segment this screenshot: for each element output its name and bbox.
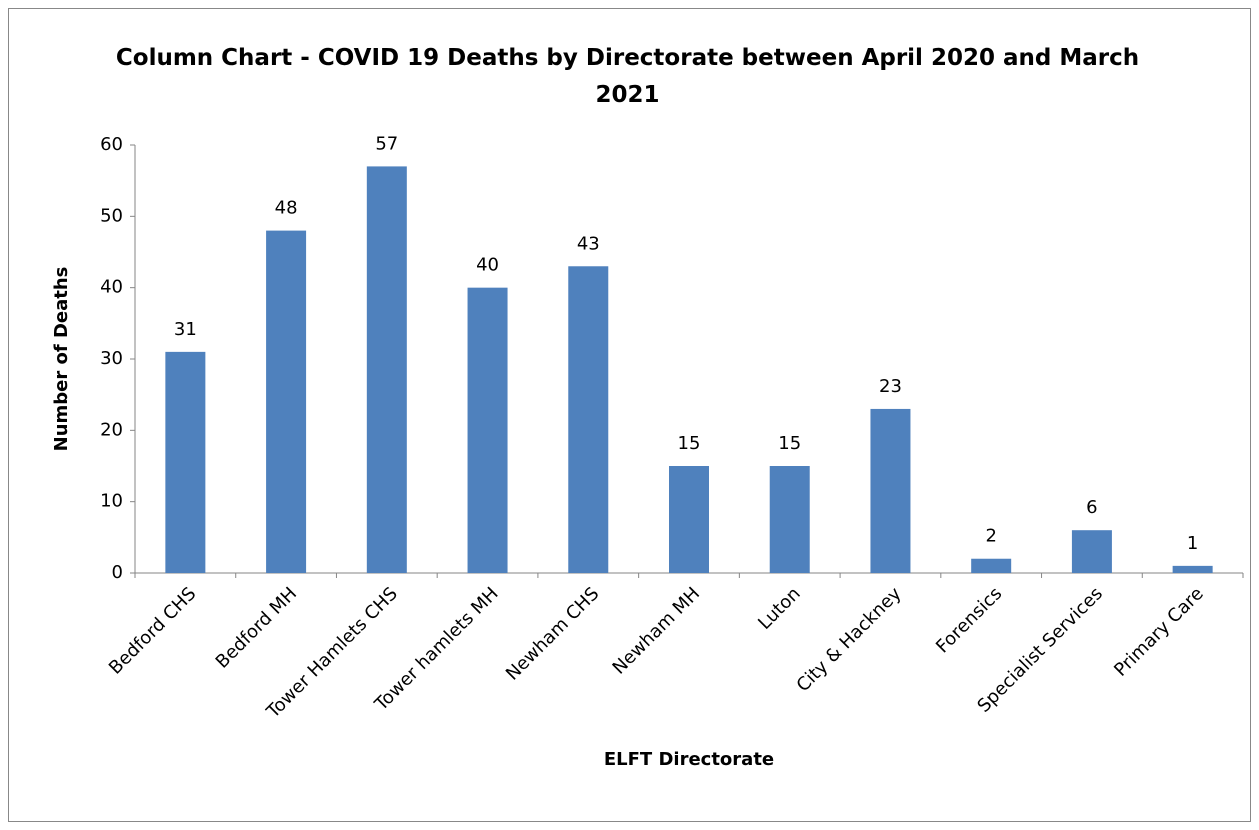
bar bbox=[769, 466, 810, 573]
bar bbox=[165, 351, 206, 573]
data-label: 31 bbox=[174, 319, 197, 340]
y-tick-label: 0 bbox=[112, 562, 123, 583]
y-tick-label: 60 bbox=[100, 134, 123, 155]
chart-title: Column Chart - COVID 19 Deaths by Direct… bbox=[115, 45, 1140, 108]
data-label: 57 bbox=[375, 133, 398, 154]
data-label: 48 bbox=[275, 198, 298, 219]
data-label: 15 bbox=[678, 433, 701, 454]
data-label: 40 bbox=[476, 255, 499, 276]
data-label: 2 bbox=[985, 526, 996, 547]
bar bbox=[669, 466, 709, 573]
y-tick-label: 20 bbox=[100, 419, 123, 440]
bar bbox=[266, 230, 307, 573]
bar bbox=[568, 266, 609, 573]
bar bbox=[1071, 530, 1112, 573]
y-tick-label: 40 bbox=[100, 277, 123, 298]
data-label: 1 bbox=[1187, 533, 1198, 554]
data-label: 6 bbox=[1086, 497, 1097, 518]
y-tick-label: 30 bbox=[100, 348, 123, 369]
bar bbox=[1172, 565, 1213, 573]
data-label: 15 bbox=[778, 433, 801, 454]
y-axis-label: Number of Deaths bbox=[51, 267, 72, 452]
y-tick-label: 50 bbox=[100, 205, 123, 226]
bar bbox=[870, 408, 911, 573]
data-label: 43 bbox=[577, 233, 600, 254]
data-label: 23 bbox=[879, 376, 902, 397]
x-axis-label: ELFT Directorate bbox=[604, 749, 774, 770]
y-tick-label: 10 bbox=[100, 491, 123, 512]
bar bbox=[366, 166, 407, 573]
bar bbox=[467, 287, 508, 573]
bar bbox=[971, 558, 1012, 573]
chart-frame bbox=[8, 8, 1251, 822]
